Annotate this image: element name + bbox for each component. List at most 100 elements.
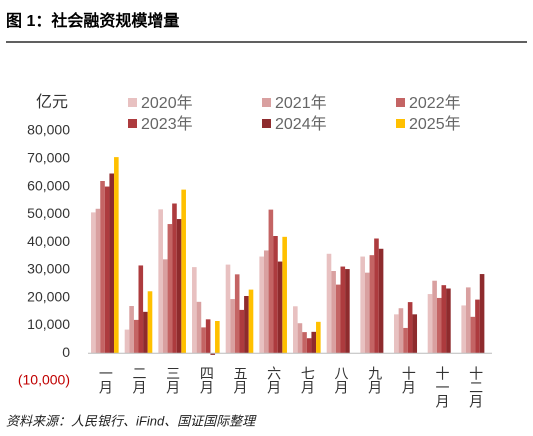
bar [201,327,206,354]
x-tick-label: 一月 [98,366,114,395]
x-tick-label: 三月 [165,366,181,395]
bar [205,319,211,354]
bar [297,323,303,354]
bar [248,289,254,354]
bar [461,305,466,354]
legend-swatch [128,119,137,128]
bar [167,224,173,354]
bar [100,181,105,354]
bar [147,291,153,354]
y-tick-label: 70,000 [27,149,70,165]
bar [302,332,307,354]
bar [360,256,365,354]
bar [268,209,274,354]
bar [331,271,336,354]
bar [109,173,115,354]
bar [326,253,332,354]
bar [104,186,110,354]
bar [407,302,413,354]
bar [239,309,245,354]
bar [475,299,480,354]
y-tick-label: (10,000) [18,372,70,388]
bar [364,272,370,354]
bar [398,308,404,354]
bar [378,248,384,354]
bar [114,157,119,354]
bar [369,255,375,354]
bar [215,321,220,354]
legend-label: 2022年 [409,94,461,112]
y-tick-label: 40,000 [27,233,70,249]
x-tick-label: 七月 [300,366,316,395]
bar [479,274,485,354]
legend-label: 2020年 [141,94,193,112]
bar [172,203,177,354]
bar [192,267,197,354]
bar [138,265,144,354]
bar [196,301,202,354]
bar [394,314,399,354]
y-tick-label: 20,000 [27,288,70,304]
source: 资料来源：人民银行、iFind、国证国际整理 [6,413,257,428]
bar [273,236,278,354]
bar [465,287,471,354]
x-tick-label: 十一月 [435,366,451,409]
legend-swatch [396,119,405,128]
bar [311,331,317,354]
bar [316,321,321,354]
y-tick-label: 10,000 [27,316,70,332]
bar [129,306,134,354]
legend-label: 2023年 [141,115,193,133]
legend-swatch [396,98,405,107]
unit-label: 亿元 [36,93,68,111]
bar [210,353,216,355]
bar [427,294,433,354]
bar [470,316,476,354]
bar [158,209,163,354]
legend-label: 2025年 [409,115,461,133]
legend-label: 2024年 [275,115,327,133]
bar [432,280,437,354]
bar [282,236,287,354]
bar [335,284,341,354]
bar [176,219,182,354]
bar [446,288,451,354]
bar [306,338,312,354]
bar [162,259,168,354]
x-tick-label: 五月 [233,366,249,395]
y-tick-label: 50,000 [27,205,70,221]
x-tick-label: 九月 [367,366,383,395]
y-tick-label: 0 [62,344,70,360]
x-tick-label: 二月 [132,366,148,395]
bar [374,238,379,354]
bar [143,311,148,354]
bar [234,274,240,354]
bar [340,266,346,354]
y-tick-label: 30,000 [27,261,70,277]
bar [225,264,231,354]
legend-swatch [128,98,137,107]
chart-title: 图 1：社会融资规模增量 [6,11,179,30]
y-tick-label: 60,000 [27,177,70,193]
bar [133,319,139,354]
bar [259,256,264,354]
bar [230,299,235,354]
legend-swatch [262,119,271,128]
bar [181,189,186,354]
x-tick-label: 十二月 [468,366,484,409]
bar [124,329,130,354]
y-tick-label: 80,000 [27,122,70,138]
bar [436,297,442,354]
x-tick-label: 四月 [199,366,215,395]
bar [277,261,283,354]
bar [293,306,298,354]
bar [403,327,408,354]
bar [91,212,96,354]
legend-label: 2021年 [275,94,327,112]
x-tick-label: 六月 [266,366,282,395]
bar [244,296,249,354]
legend-swatch [262,98,271,107]
bar [345,269,350,354]
bar [412,314,418,354]
